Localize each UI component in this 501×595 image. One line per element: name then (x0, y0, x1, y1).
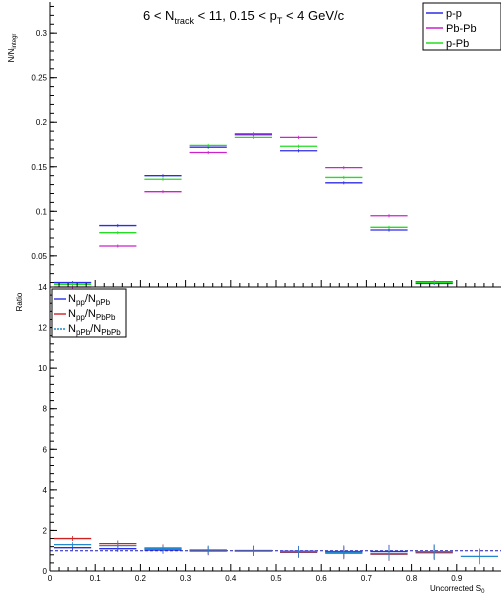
bottom-y-tick-label: 8 (43, 405, 48, 414)
legend-label-pp-pbpb: Npp/NPbPb (68, 308, 116, 322)
top-y-tick-label: 0.1 (36, 207, 48, 216)
bottom-x-tick-label: 0.9 (451, 574, 463, 583)
bottom-y-axis-label: Ratio (15, 292, 24, 311)
bottom-x-tick-label: 0.6 (316, 574, 328, 583)
bottom-y-tick-label: 6 (43, 445, 48, 454)
bottom-ticks: 0 0.1 0.2 0.3 0.4 0.5 0.6 0.7 0.8 0.9 0 2 4 6 8 10 12 14 (38, 283, 494, 583)
bottom-x-tick-label: 0.7 (361, 574, 373, 583)
top-y-tick-label: 0.05 (31, 252, 47, 261)
bottom-panel: 0 0.1 0.2 0.3 0.4 0.5 0.6 0.7 0.8 0.902468101214 … (15, 283, 501, 595)
top-y-tick-label: 0.25 (31, 74, 47, 83)
bottom-y-tick-label: 4 (43, 486, 48, 495)
top-ticks: 0.05 0.1 0.15 0.2 0.25 0.3 (31, 5, 494, 287)
bottom-x-tick-label: 0.1 (90, 574, 102, 583)
top-legend: p-p Pb-Pb p-Pb (422, 2, 501, 51)
bottom-x-tick-label: 0.5 (270, 574, 282, 583)
bottom-x-tick-label: 0.2 (135, 574, 147, 583)
bottom-x-tick-label: 0 (48, 574, 53, 583)
legend-label-pp-ppb: Npp/NpPb (68, 293, 111, 307)
bottom-legend: Npp/NpPb Npp/NPbPb NpPb/NPbPb (51, 288, 127, 338)
bottom-x-tick-label: 0.8 (406, 574, 418, 583)
top-y-tick-label: 0.3 (36, 29, 48, 38)
bottom-y-tick-label: 2 (43, 526, 48, 535)
bottom-y-tick-label: 0 (43, 567, 48, 576)
bottom-x-tick-label: 0.4 (225, 574, 237, 583)
top-y-tick-label: 0.2 (36, 118, 48, 127)
bottom-series-marks (50, 536, 501, 565)
top-y-tick-label: 0.15 (31, 163, 47, 172)
legend-label-ppb: p-Pb (446, 38, 469, 50)
legend-label-pp: p-p (446, 8, 462, 20)
bottom-x-tick-label: 0.3 (180, 574, 192, 583)
top-y-axis-label: N/Nintegr (7, 34, 18, 63)
bottom-y-tick-label: 10 (38, 364, 47, 373)
bottom-y-tick-label: 12 (38, 324, 47, 333)
top-panel: 0.05 0.1 0.15 0.2 0.25 0.3 N/Nintegr 6 < Ntra… (7, 2, 501, 289)
legend-label-pbpb: Pb-Pb (446, 23, 477, 35)
legend-label-ppb-pbpb: NpPb/NPbPb (68, 323, 121, 337)
chart-title: 6 < Ntrack < 11, 0.15 < pT < 4 GeV/c (143, 8, 345, 26)
bottom-y-tick-label: 14 (38, 283, 47, 292)
bottom-x-axis-label: Uncorrected S0 (430, 584, 485, 595)
